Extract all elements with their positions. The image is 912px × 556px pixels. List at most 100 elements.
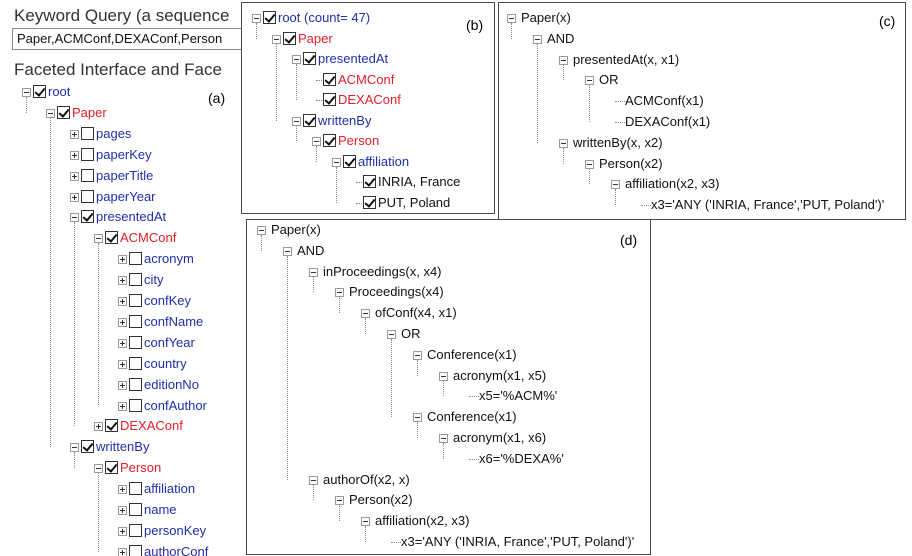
expand-plus-icon[interactable] <box>118 526 127 536</box>
checkbox-checked[interactable] <box>363 195 376 209</box>
collapse-minus-icon[interactable] <box>272 34 281 44</box>
tree-node-label: paperYear <box>96 188 156 204</box>
collapse-minus-icon[interactable] <box>533 34 542 44</box>
expand-plus-icon[interactable] <box>118 359 127 369</box>
collapse-minus-icon[interactable] <box>585 159 594 169</box>
collapse-minus-icon[interactable] <box>611 180 620 190</box>
checkbox-checked[interactable] <box>105 231 118 245</box>
checkbox-unchecked[interactable] <box>129 252 142 266</box>
expand-plus-icon[interactable] <box>70 192 79 202</box>
collapse-minus-icon[interactable] <box>70 213 79 223</box>
collapse-minus-icon[interactable] <box>559 55 568 65</box>
tree-node-label: affiliation(x2, x3) <box>375 513 470 529</box>
checkbox-unchecked[interactable] <box>129 314 142 328</box>
checkbox-checked[interactable] <box>263 11 276 24</box>
collapse-minus-icon[interactable] <box>70 443 79 453</box>
checkbox-checked[interactable] <box>303 113 316 127</box>
collapse-minus-icon[interactable] <box>361 309 370 319</box>
checkbox-unchecked[interactable] <box>129 356 142 370</box>
checkbox-unchecked[interactable] <box>129 398 142 412</box>
expand-plus-icon[interactable] <box>118 338 127 348</box>
collapse-minus-icon[interactable] <box>94 464 103 474</box>
checkbox-unchecked[interactable] <box>129 377 142 391</box>
checkbox-checked[interactable] <box>323 93 336 106</box>
checkbox-unchecked[interactable] <box>129 335 142 349</box>
panel-a-faceted-interface: Keyword Query (a sequence Paper,ACMConf,… <box>0 0 250 556</box>
checkbox-checked[interactable] <box>343 154 356 168</box>
tree-guide-line <box>74 222 75 427</box>
collapse-minus-icon[interactable] <box>559 138 568 148</box>
expand-plus-icon[interactable] <box>118 485 127 495</box>
tree-node-label: ofConf(x4, x1) <box>375 305 457 321</box>
collapse-minus-icon[interactable] <box>413 413 422 423</box>
collapse-minus-icon[interactable] <box>22 88 31 97</box>
checkbox-unchecked[interactable] <box>81 147 94 161</box>
checkbox-unchecked[interactable] <box>129 482 142 496</box>
expand-plus-icon[interactable] <box>70 129 79 139</box>
collapse-minus-icon[interactable] <box>309 267 318 277</box>
expand-plus-icon[interactable] <box>118 276 127 286</box>
collapse-minus-icon[interactable] <box>439 371 448 381</box>
checkbox-unchecked[interactable] <box>129 544 142 556</box>
collapse-minus-icon[interactable] <box>585 76 594 86</box>
checkbox-checked[interactable] <box>323 72 336 86</box>
expand-plus-icon[interactable] <box>94 422 103 432</box>
collapse-minus-icon[interactable] <box>332 157 341 167</box>
tree-node-label: affiliation(x2, x3) <box>625 176 720 192</box>
collapse-minus-icon[interactable] <box>439 434 448 443</box>
checkbox-checked[interactable] <box>283 31 296 45</box>
checkbox-unchecked[interactable] <box>81 168 94 182</box>
checkbox-checked[interactable] <box>323 134 336 147</box>
tree-node-label: country <box>144 355 187 371</box>
expand-plus-icon[interactable] <box>118 380 127 390</box>
tree-node-label: Paper <box>298 30 333 46</box>
tree-node-label: AND <box>547 30 575 46</box>
checkbox-unchecked[interactable] <box>129 503 142 516</box>
tree-node-label: OR <box>401 326 421 341</box>
collapse-minus-icon[interactable] <box>283 246 292 256</box>
collapse-minus-icon[interactable] <box>387 330 396 339</box>
expand-plus-icon[interactable] <box>118 317 127 327</box>
checkbox-unchecked[interactable] <box>129 294 142 307</box>
tree-node-label: affiliation <box>358 153 410 169</box>
collapse-minus-icon[interactable] <box>292 55 301 64</box>
expand-plus-icon[interactable] <box>70 150 79 160</box>
expand-plus-icon[interactable] <box>70 171 79 181</box>
collapse-minus-icon[interactable] <box>413 350 422 360</box>
checkbox-checked[interactable] <box>81 440 94 454</box>
checkbox-unchecked[interactable] <box>129 273 142 287</box>
collapse-minus-icon[interactable] <box>312 137 321 146</box>
collapse-minus-icon[interactable] <box>335 496 344 506</box>
collapse-minus-icon[interactable] <box>252 14 261 23</box>
checkbox-checked[interactable] <box>363 175 376 188</box>
keyword-query-input[interactable]: Paper,ACMConf,DEXAConf,Person <box>12 28 242 50</box>
checkbox-checked[interactable] <box>33 85 46 98</box>
tree-node-label: Person(x2) <box>599 155 663 171</box>
checkbox-unchecked[interactable] <box>81 189 94 203</box>
checkbox-checked[interactable] <box>81 210 94 224</box>
checkbox-checked[interactable] <box>57 105 70 119</box>
collapse-minus-icon[interactable] <box>257 226 266 235</box>
expand-plus-icon[interactable] <box>118 297 127 306</box>
tree-node-label: AND <box>297 242 325 258</box>
expand-plus-icon[interactable] <box>118 506 127 515</box>
collapse-minus-icon[interactable] <box>507 14 516 23</box>
collapse-minus-icon[interactable] <box>46 108 55 118</box>
tree-guide-line <box>313 484 314 501</box>
collapse-minus-icon[interactable] <box>94 234 103 244</box>
expand-plus-icon[interactable] <box>118 547 127 556</box>
checkbox-checked[interactable] <box>105 419 118 433</box>
tree-node-label: Person <box>338 133 380 148</box>
collapse-minus-icon[interactable] <box>292 116 301 126</box>
panel-d-label: (d) <box>620 232 638 248</box>
collapse-minus-icon[interactable] <box>335 288 344 298</box>
checkbox-unchecked[interactable] <box>129 523 142 537</box>
checkbox-checked[interactable] <box>303 52 316 65</box>
expand-plus-icon[interactable] <box>118 255 127 265</box>
checkbox-unchecked[interactable] <box>81 126 94 140</box>
collapse-minus-icon[interactable] <box>361 517 370 527</box>
collapse-minus-icon[interactable] <box>309 475 318 485</box>
expand-plus-icon[interactable] <box>118 401 127 411</box>
checkbox-checked[interactable] <box>105 461 118 475</box>
tree-node-label: acronym <box>144 251 194 267</box>
